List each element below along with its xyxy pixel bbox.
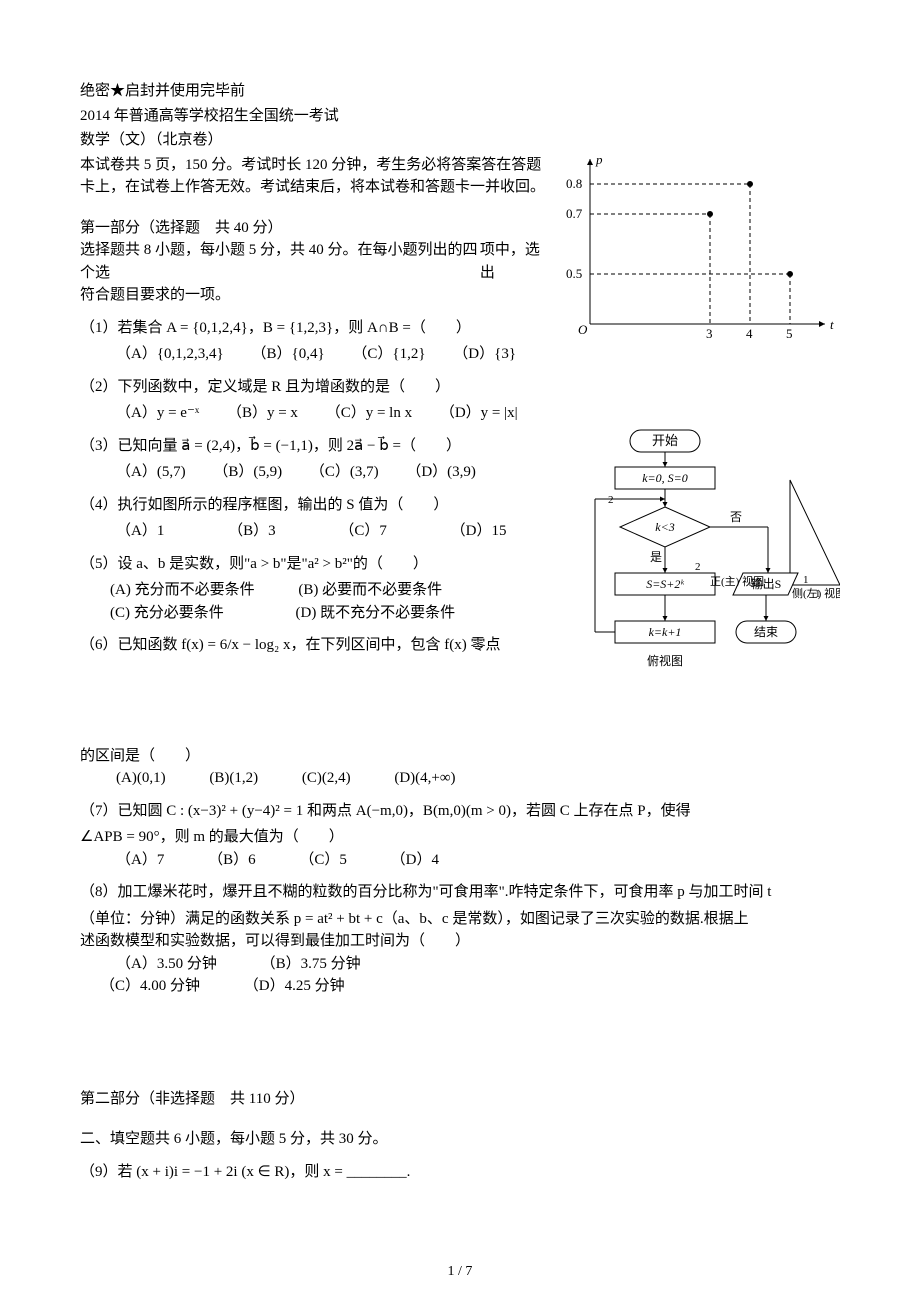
q1-opt-b: （B）{0,4} [251,343,324,366]
q1-opt-c: （C）{1,2} [352,343,425,366]
q7-line1: （7）已知圆 C : (x−3)² + (y−4)² = 1 和两点 A(−m,… [80,800,840,823]
part1-instruction-2: 符合题目要求的一项。 [80,284,550,307]
confidential-line: 绝密★启封并使用完毕前 [80,80,840,103]
subject-line: 数学（文）（北京卷） [80,129,840,152]
fc-cond: k<3 [655,520,674,534]
q4-options: （A）1 （B）3 （C）7 （D）15 [80,520,550,543]
q6-stem-2: 的区间是（ ） [80,745,840,768]
xtick-2: 5 [786,326,793,341]
part2-sub: 二、填空题共 6 小题，每小题 5 分，共 30 分。 [80,1128,840,1151]
xtick-0: 3 [706,326,713,341]
fc-num2a: 2 [608,494,614,506]
q8-opt-d: （D）4.25 分钟 [244,975,345,998]
fc-side-left: 正(主) 视图 [710,574,764,588]
fc-start: 开始 [652,433,678,448]
q7-options: （A）7 （B）6 （C）5 （D）4 [80,849,840,872]
q2-opt-b: （B）y = x [227,402,298,425]
page-footer: 1 / 7 [0,1261,920,1282]
q3-options: （A）(5,7) （B）(5,9) （C）(3,7) （D）(3,9) [80,461,550,484]
fc-init: k=0, S=0 [642,471,688,485]
q6-opt-a: (A)(0,1) [116,767,166,790]
q1-opt-d: （D）{3} [453,343,516,366]
q7-opt-d: （D）4 [391,849,439,872]
q3-opt-c: （C）(3,7) [310,461,379,484]
q3-opt-a: （A）(5,7) [116,461,186,484]
ytick-1: 0.7 [566,206,583,221]
q2-stem: （2）下列函数中，定义域是 R 且为增函数的是（ ） [80,376,550,399]
q3-opt-b: （B）(5,9) [213,461,282,484]
q2-options: （A）y = e⁻ˣ （B）y = x （C）y = ln x （D）y = |… [80,402,550,425]
q4-opt-d: （D）15 [451,520,507,543]
q2-opt-d: （D）y = |x| [440,402,518,425]
q8-line1: （8）加工爆米花时，爆开且不糊的粒数的百分比称为"可食用率".咋特定条件下，可食… [80,881,840,904]
q5-options-1: (A) 充分而不必要条件 (B) 必要而不必要条件 [80,579,550,602]
page: 绝密★启封并使用完毕前 2014 年普通高等学校招生全国统一考试 数学（文）（北… [0,0,920,1302]
xtick-1: 4 [746,326,753,341]
q5-options-2: (C) 充分必要条件 (D) 既不充分不必要条件 [80,602,550,625]
part1-instruction-b: 项中，选出 [480,239,550,284]
fc-end: 结束 [754,625,778,639]
fc-no: 否 [730,510,742,524]
q5-opt-b: (B) 必要而不必要条件 [298,579,442,602]
q6-options: (A)(0,1) (B)(1,2) (C)(2,4) (D)(4,+∞) [80,767,840,790]
fc-assign2: k=k+1 [649,625,682,639]
q7-opt-c: （C）5 [299,849,347,872]
fc-yes: 是 [650,550,662,564]
flowchart-svg: 开始 k=0, S=0 k<3 是 否 S=S+2 [560,425,840,745]
exam-title: 2014 年普通高等学校招生全国统一考试 [80,105,840,128]
flowchart-panel: 开始 k=0, S=0 k<3 是 否 S=S+2 [560,425,840,745]
graph-panel: t p O 0.5 0.7 0.8 3 4 5 [560,154,840,344]
q3-opt-d: （D）(3,9) [406,461,476,484]
fc-bottom: 俯视图 [647,653,683,668]
fc-assign1: S=S+2ᵏ [646,577,684,591]
axis-y-label: p [595,154,603,167]
q8-line2: （单位：分钟）满足的函数关系 p = at² + bt + c（a、b、c 是常… [80,908,840,931]
q3-stem: （3）已知向量 a⃗ = (2,4)，b⃗ = (−1,1)，则 2a⃗ − b… [80,435,550,458]
q4-opt-a: （A）1 [116,520,164,543]
axis-x-label: t [830,317,834,332]
q8-opt-b: （B）3.75 分钟 [261,953,361,976]
q6-opt-c: (C)(2,4) [302,767,351,790]
q5-opt-a: (A) 充分而不必要条件 [110,579,255,602]
ytick-2: 0.8 [566,176,582,191]
part1-instruction-row: 选择题共 8 小题，每小题 5 分，共 40 分。在每小题列出的四个选 项中，选… [80,239,550,284]
ytick-0: 0.5 [566,266,582,281]
part1-instruction-a: 选择题共 8 小题，每小题 5 分，共 40 分。在每小题列出的四个选 [80,239,480,284]
fc-num2b: 2 [695,561,701,573]
q6-stem-1: （6）已知函数 f(x) = 6/x − log₂ x，在下列区间中，包含 f(… [80,634,550,657]
scatter-graph: t p O 0.5 0.7 0.8 3 4 5 [560,154,840,344]
q1-options: （A）{0,1,2,3,4} （B）{0,4} （C）{1,2} （D）{3} [80,343,550,366]
q7-opt-a: （A）7 [116,849,164,872]
q8-line3: 述函数模型和实验数据，可以得到最佳加工时间为（ ） [80,930,840,953]
q7-line2: ∠APB = 90°，则 m 的最大值为（ ） [80,826,840,849]
q5-opt-d: (D) 既不充分不必要条件 [296,602,456,625]
q2-opt-a: （A）y = e⁻ˣ [116,402,199,425]
instructions: 本试卷共 5 页，150 分。考试时长 120 分钟，考生务必将答案答在答题卡上… [80,154,550,199]
q8-opt-c: （C）4.00 分钟 [100,975,200,998]
q9-stem: （9）若 (x + i)i = −1 + 2i (x ∈ R)，则 x = __… [80,1161,840,1184]
q2-opt-c: （C）y = ln x [326,402,412,425]
q8-opt-a: （A）3.50 分钟 [116,953,217,976]
q4-opt-b: （B）3 [228,520,276,543]
part2-title: 第二部分（非选择题 共 110 分） [80,1088,840,1111]
q6-opt-d: (D)(4,+∞) [394,767,455,790]
q8-options-2: （C）4.00 分钟 （D）4.25 分钟 [80,975,840,998]
q1-opt-a: （A）{0,1,2,3,4} [116,343,224,366]
fc-side-right: 侧(左) 视图 [792,586,840,600]
origin-label: O [578,322,588,337]
q4-stem: （4）执行如图所示的程序框图，输出的 S 值为（ ） [80,494,550,517]
q6-opt-b: (B)(1,2) [209,767,258,790]
q4-opt-c: （C）7 [339,520,387,543]
q7-opt-b: （B）6 [208,849,256,872]
part1-title: 第一部分（选择题 共 40 分） [80,217,550,240]
q5-opt-c: (C) 充分必要条件 [110,602,224,625]
main-left-column: 本试卷共 5 页，150 分。考试时长 120 分钟，考生务必将答案答在答题卡上… [80,154,550,425]
q8-options-1: （A）3.50 分钟 （B）3.75 分钟 [80,953,840,976]
fc-num1a: 1 [803,574,809,586]
mid-left-column: （3）已知向量 a⃗ = (2,4)，b⃗ = (−1,1)，则 2a⃗ − b… [80,425,550,661]
q1-stem: （1）若集合 A = {0,1,2,4}，B = {1,2,3}，则 A∩B =… [80,317,550,340]
q5-stem: （5）设 a、b 是实数，则"a > b"是"a² > b²"的（ ） [80,553,550,576]
